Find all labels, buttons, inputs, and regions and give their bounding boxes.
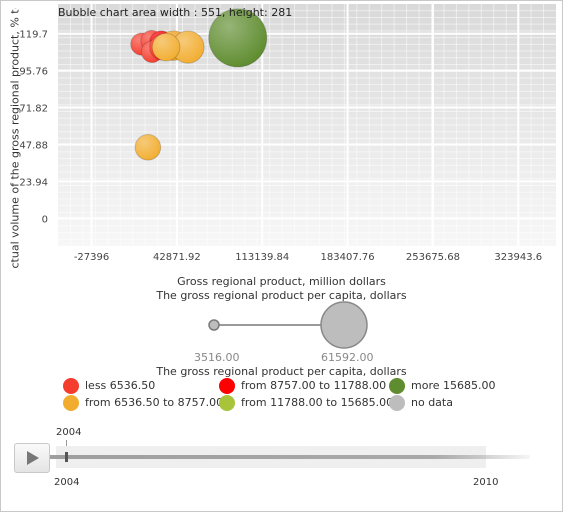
- legend-swatch: [219, 395, 235, 411]
- legend-swatch: [389, 378, 405, 394]
- legend-item-less-6536[interactable]: less 6536.50: [63, 377, 155, 395]
- legend-swatch: [389, 395, 405, 411]
- legend-label: more 15685.00: [411, 379, 496, 392]
- size-legend-max-bubble: [320, 301, 368, 349]
- bubble-highlight: [135, 134, 161, 161]
- timeline-current-tick: [66, 440, 67, 450]
- x-tick-label: 113139.84: [235, 252, 289, 263]
- y-tick-label: 23.94: [19, 177, 48, 188]
- timeline-end-label: 2010: [473, 477, 499, 488]
- legend-swatch: [63, 395, 79, 411]
- y-tick-label: 0: [42, 214, 48, 225]
- timeline-start-label: 2004: [54, 477, 80, 488]
- y-tick-label: 47.88: [19, 140, 48, 151]
- legend-item-11788-15685[interactable]: from 11788.00 to 15685.00: [219, 394, 393, 412]
- x-tick-label: 183407.76: [321, 252, 375, 263]
- bubble-highlight: [152, 33, 180, 61]
- chart-area-note: Bubble chart area width : 551, height: 2…: [58, 6, 293, 19]
- size-legend-min-bubble: [208, 319, 220, 331]
- legend-label: from 8757.00 to 11788.00: [241, 379, 387, 392]
- legend-item-no-data[interactable]: no data: [389, 394, 453, 412]
- size-legend-title: The gross regional product per capita, d…: [156, 289, 407, 302]
- size-legend-min-label: 3516.00: [194, 351, 240, 364]
- y-tick-label: 95.76: [19, 67, 48, 78]
- y-tick-label: 119.7: [19, 30, 48, 41]
- legend-item-6536-8757[interactable]: from 6536.50 to 8757.00: [63, 394, 223, 412]
- x-tick-label: 42871.92: [153, 252, 201, 263]
- play-icon: [27, 451, 39, 465]
- legend-label: from 11788.00 to 15685.00: [241, 396, 394, 409]
- timeline-slider[interactable]: [50, 455, 530, 459]
- bubble-highlight: [208, 8, 267, 67]
- legend-item-more-15685[interactable]: more 15685.00: [389, 377, 495, 395]
- play-button[interactable]: [14, 443, 50, 473]
- x-axis-label: Gross regional product, million dollars: [177, 275, 386, 288]
- y-axis-label: ctual volume of the gross regional produ…: [8, 8, 22, 269]
- legend-label: no data: [411, 396, 453, 409]
- legend-item-8757-11788[interactable]: from 8757.00 to 11788.00: [219, 377, 386, 395]
- x-tick-label: 323943.6: [494, 252, 542, 263]
- timeline-slider-thumb[interactable]: [65, 452, 68, 462]
- legend-swatch: [63, 378, 79, 394]
- legend-label: from 6536.50 to 8757.00: [85, 396, 224, 409]
- size-legend-max-label: 61592.00: [321, 351, 374, 364]
- timeline-current-label: 2004: [56, 427, 82, 438]
- x-tick-label: 253675.68: [406, 252, 460, 263]
- y-tick-label: 71.82: [19, 104, 48, 115]
- color-legend-title: The gross regional product per capita, d…: [156, 365, 407, 378]
- legend-swatch: [219, 378, 235, 394]
- x-tick-label: -27396: [74, 252, 109, 263]
- legend-label: less 6536.50: [85, 379, 156, 392]
- bubble-highlight: [171, 31, 205, 64]
